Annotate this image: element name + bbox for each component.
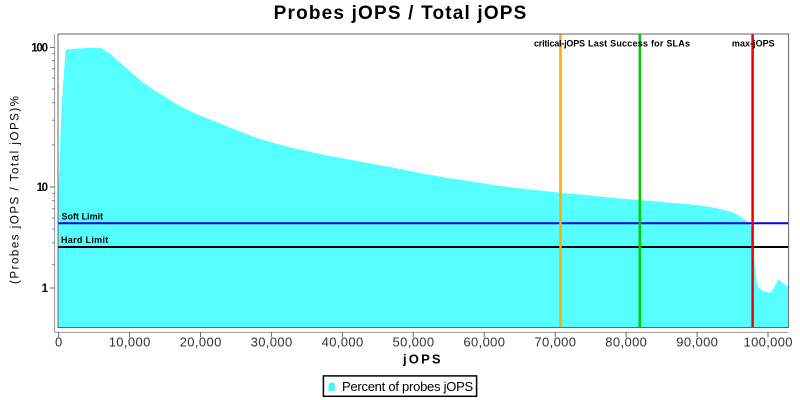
svg-text:0: 0: [55, 334, 62, 349]
svg-text:10: 10: [37, 182, 48, 194]
svg-text:30,000: 30,000: [251, 334, 293, 349]
svg-text:40,000: 40,000: [322, 334, 364, 349]
svg-text:10,000: 10,000: [109, 334, 151, 349]
svg-text:Soft Limit: Soft Limit: [62, 211, 104, 221]
svg-text:20,000: 20,000: [180, 334, 222, 349]
svg-text:100: 100: [31, 43, 48, 55]
svg-text:critical-jOPS: critical-jOPS: [534, 39, 585, 49]
svg-text:60,000: 60,000: [463, 334, 505, 349]
svg-text:100,000: 100,000: [744, 334, 793, 349]
svg-text:Last Success for SLAs: Last Success for SLAs: [588, 39, 690, 49]
svg-text:max-jOPS: max-jOPS: [732, 39, 775, 49]
svg-text:(Probes jOPS / Total jOPS)%: (Probes jOPS / Total jOPS)%: [10, 96, 22, 284]
svg-text:Percent of probes jOPS: Percent of probes jOPS: [342, 379, 474, 394]
svg-text:Probes jOPS / Total jOPS: Probes jOPS / Total jOPS: [274, 3, 527, 24]
svg-text:Hard Limit: Hard Limit: [61, 235, 108, 245]
svg-text:80,000: 80,000: [605, 334, 647, 349]
svg-text:1: 1: [42, 283, 49, 295]
svg-text:70,000: 70,000: [534, 334, 576, 349]
svg-text:50,000: 50,000: [393, 334, 435, 349]
svg-text:90,000: 90,000: [676, 334, 718, 349]
svg-text:jOPS: jOPS: [402, 352, 441, 367]
